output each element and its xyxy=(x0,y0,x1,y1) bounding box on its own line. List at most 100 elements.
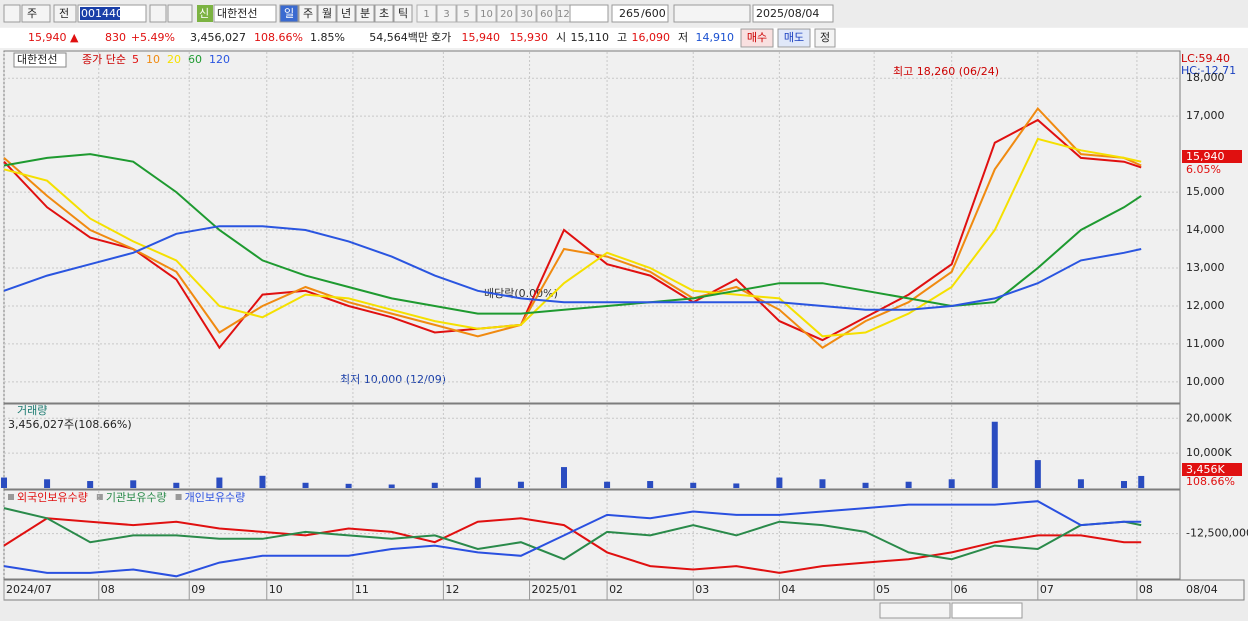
x-tick-label: 03 xyxy=(695,583,709,596)
y-tick-label: -12,500,000 xyxy=(1186,527,1248,540)
count-box[interactable] xyxy=(611,4,669,23)
volume-bar xyxy=(259,475,266,488)
y-tick-label: 11,000 xyxy=(1186,337,1225,350)
volume-bar xyxy=(948,479,955,488)
minute-button[interactable] xyxy=(536,4,557,23)
interval-label: 틱 xyxy=(398,7,408,20)
volume-bar xyxy=(1138,475,1145,488)
volume-bar xyxy=(905,481,912,488)
volume-bar xyxy=(216,477,223,488)
x-tick-label: 10 xyxy=(269,583,283,596)
y-tick-label: 14,000 xyxy=(1186,223,1225,236)
interval-button[interactable] xyxy=(374,4,394,23)
date-box[interactable] xyxy=(752,4,834,23)
fix-button[interactable] xyxy=(814,28,836,48)
volume-bar xyxy=(1034,460,1041,488)
quote-bar xyxy=(0,28,1248,48)
minute-button[interactable] xyxy=(456,4,477,23)
low-label: 저 xyxy=(678,31,688,44)
interval-button[interactable] xyxy=(317,4,337,23)
name-box xyxy=(213,4,277,23)
last-volume-ratio: 108.66% xyxy=(1186,475,1235,488)
volume-bar xyxy=(474,477,481,488)
y-tick-label: 18,000 xyxy=(1186,71,1225,84)
minute-button[interactable] xyxy=(436,4,457,23)
zoom-slider[interactable] xyxy=(951,602,1023,619)
tool-buttons[interactable] xyxy=(673,4,751,23)
search-button[interactable] xyxy=(149,4,167,23)
volume-bar xyxy=(173,482,180,488)
minute-button[interactable] xyxy=(496,4,517,23)
x-tick-label: 02 xyxy=(609,583,623,596)
minute-label: 3 xyxy=(443,9,449,20)
volume-bar xyxy=(431,482,438,488)
price-panel xyxy=(3,50,1181,404)
sell-button[interactable] xyxy=(777,28,811,48)
minute-label: 5 xyxy=(463,9,469,20)
menu-button[interactable] xyxy=(3,4,21,23)
rate: +5.49% xyxy=(131,31,175,44)
period-select[interactable] xyxy=(21,4,51,23)
count-max: /600 xyxy=(641,7,666,20)
minute-button[interactable] xyxy=(476,4,497,23)
volume-bar xyxy=(388,484,395,488)
y-tick-label: 15,000 xyxy=(1186,185,1225,198)
sound-button[interactable] xyxy=(167,4,193,23)
combo[interactable] xyxy=(569,4,609,23)
minute-button[interactable] xyxy=(416,4,437,23)
last-price-box xyxy=(1182,150,1242,163)
nav-buttons[interactable] xyxy=(879,602,951,619)
minute-label: 60 xyxy=(540,9,553,20)
interval-button[interactable] xyxy=(355,4,375,23)
buy-button[interactable] xyxy=(740,28,774,48)
x-tick-label: 2025/01 xyxy=(532,583,578,596)
fix: 정 xyxy=(820,31,830,44)
interval-label: 월 xyxy=(322,7,332,20)
mode-select[interactable] xyxy=(53,4,77,23)
code-highlight xyxy=(80,7,120,20)
legend-marker xyxy=(175,494,182,500)
interval-button[interactable] xyxy=(298,4,318,23)
legend-item: 60 xyxy=(188,53,202,66)
turnover: 1.85% xyxy=(310,31,345,44)
y-tick-label: 13,000 xyxy=(1186,261,1225,274)
volume-bar xyxy=(819,479,826,488)
scroll-bar xyxy=(0,601,1248,621)
minute-button[interactable] xyxy=(516,4,537,23)
x-tick-label: 08 xyxy=(1139,583,1153,596)
series-line xyxy=(3,500,1142,578)
legend-item: 5 xyxy=(132,53,139,66)
y-tick-label: 20,000K xyxy=(1186,411,1232,424)
lc-label: LC:59.40 xyxy=(1181,52,1230,65)
amount: 54,564백만 xyxy=(369,31,428,44)
legend-item: 10 xyxy=(146,53,160,66)
interval-button[interactable] xyxy=(279,4,299,23)
minute-label: 1 xyxy=(423,9,429,20)
dividend-annotation: 배당락(0.00%) xyxy=(484,287,558,300)
high-annotation: 최고 18,260 (06/24) xyxy=(893,65,999,78)
count: 265 xyxy=(619,7,640,20)
legend-name: 대한전선 xyxy=(17,53,57,66)
last-volume: 3,456K xyxy=(1186,463,1225,476)
volume-bar xyxy=(87,481,94,488)
interval-label: 일 xyxy=(284,6,294,20)
volume-bar xyxy=(647,481,654,488)
ask-label: 호가 xyxy=(431,31,451,44)
volume-bar xyxy=(1,477,7,488)
last-rate: 6.05% xyxy=(1186,163,1221,176)
legend-item: 외국인보유수량 xyxy=(17,491,88,504)
legend-item: 120 xyxy=(209,53,230,66)
series-line xyxy=(3,153,1142,315)
volume-subtitle: 3,456,027주(108.66%) xyxy=(8,418,132,431)
low-annotation: 최저 10,000 (12/09) xyxy=(340,373,446,386)
high-label: 고 xyxy=(617,31,627,44)
interval-button[interactable] xyxy=(336,4,356,23)
volume-bar xyxy=(561,467,567,488)
volume-bar xyxy=(776,477,783,488)
interval-button[interactable] xyxy=(393,4,413,23)
x-tick-label: 08 xyxy=(101,583,115,596)
price: 15,940 ▲ xyxy=(28,31,79,44)
volume: 3,456,027 xyxy=(190,31,246,44)
legend-box xyxy=(13,52,67,68)
